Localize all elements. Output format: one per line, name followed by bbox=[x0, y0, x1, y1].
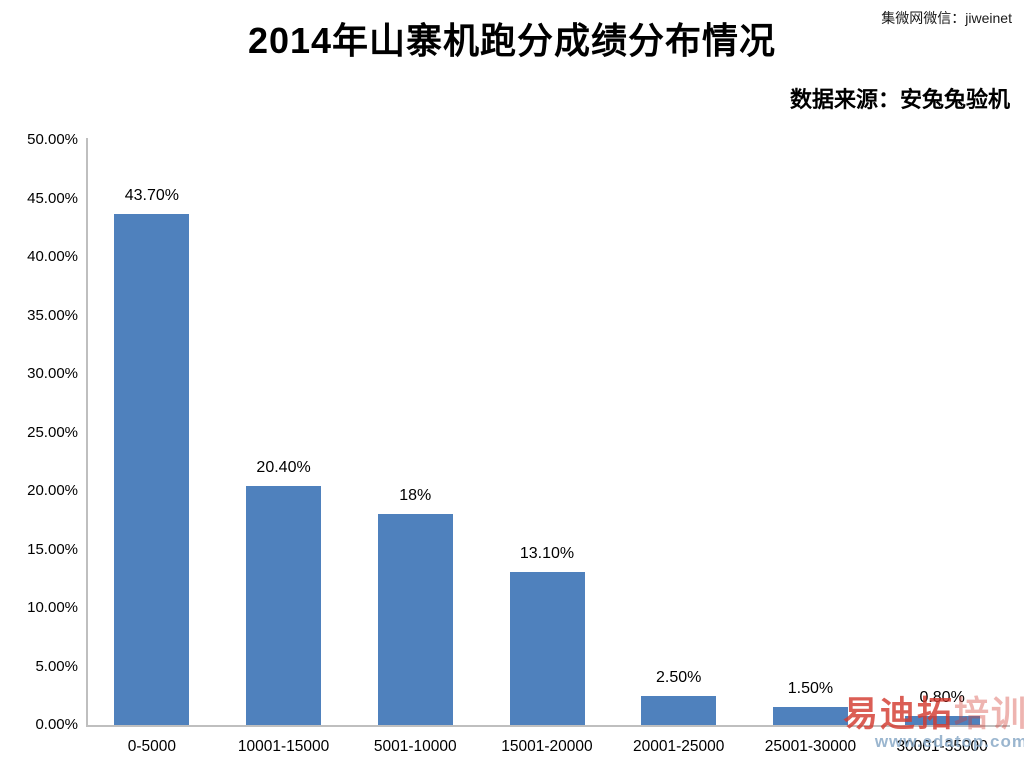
bar bbox=[772, 707, 848, 725]
bar-value-label: 43.70% bbox=[124, 186, 179, 204]
y-tick-label: 40.00% bbox=[27, 248, 78, 265]
data-source-label: 数据来源：安兔兔验机 bbox=[789, 87, 1010, 112]
x-tick-label: 20001-25000 bbox=[633, 738, 725, 755]
bar bbox=[114, 213, 190, 725]
y-tick-label: 0.00% bbox=[35, 716, 78, 733]
y-tick-label: 45.00% bbox=[27, 189, 78, 207]
y-tick-label: 20.00% bbox=[27, 482, 78, 499]
bar-value-label: 1.50% bbox=[787, 680, 834, 698]
x-axis-line bbox=[86, 725, 1010, 727]
x-tick-label: 10001-15000 bbox=[237, 738, 330, 755]
bar-value-label: 20.40% bbox=[256, 459, 311, 477]
y-tick-label: 30.00% bbox=[27, 365, 78, 382]
y-tick-label: 5.00% bbox=[35, 657, 78, 675]
y-tick-label: 35.00% bbox=[27, 306, 78, 324]
y-tick-label: 15.00% bbox=[27, 540, 78, 558]
chart-title: 2014年山寨机跑分成绩分布情况 bbox=[247, 20, 777, 61]
x-tick-label: 15001-20000 bbox=[501, 738, 593, 755]
x-tick-label: 25001-30000 bbox=[764, 738, 857, 755]
bar-value-label: 13.10% bbox=[519, 544, 575, 562]
y-axis-line bbox=[86, 138, 88, 727]
bar bbox=[904, 715, 980, 725]
bar-value-label: 0.80% bbox=[919, 688, 965, 706]
x-tick-label: 5001-10000 bbox=[373, 738, 457, 755]
bar bbox=[641, 695, 717, 725]
bar-value-label: 18% bbox=[399, 487, 432, 505]
y-tick-label: 25.00% bbox=[27, 423, 78, 441]
bar-value-label: 2.50% bbox=[656, 668, 702, 686]
bar bbox=[509, 571, 585, 725]
x-tick-label: 0-5000 bbox=[127, 738, 176, 755]
y-tick-label: 10.00% bbox=[27, 599, 78, 616]
bar bbox=[246, 486, 322, 725]
y-tick-label: 50.00% bbox=[27, 131, 78, 148]
bar bbox=[377, 514, 453, 725]
x-tick-label: 30001-35000 bbox=[896, 738, 988, 755]
wechat-watermark-text: 集微网微信：jiweinet bbox=[881, 10, 1012, 26]
